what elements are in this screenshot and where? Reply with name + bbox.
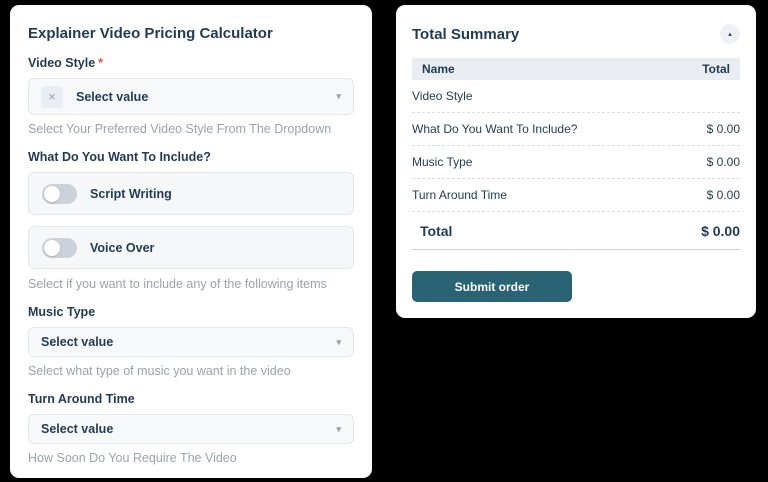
summary-card: Total Summary ▴ Name Total Video Style W… — [396, 5, 756, 318]
total-value: $ 0.00 — [701, 222, 740, 239]
row-total: $ 0.00 — [706, 155, 740, 169]
column-total: Total — [702, 62, 730, 76]
toggle-voice-over-label: Voice Over — [90, 240, 155, 255]
row-total: $ 0.00 — [706, 188, 740, 202]
row-name: Video Style — [412, 89, 473, 103]
turnaround-select-value: Select value — [41, 422, 114, 436]
chevron-down-icon: ▾ — [336, 423, 341, 434]
include-helper: Select if you want to include any of the… — [28, 277, 327, 291]
toggle-knob — [44, 185, 60, 202]
include-label: What Do You Want To Include? — [28, 150, 211, 164]
row-total: $ 0.00 — [706, 122, 740, 136]
required-asterisk: * — [98, 56, 104, 70]
summary-title: Total Summary — [412, 25, 520, 43]
table-row: Music Type $ 0.00 — [412, 146, 740, 179]
turnaround-helper: How Soon Do You Require The Video — [28, 451, 237, 465]
submit-order-button[interactable]: Submit order — [412, 271, 572, 302]
summary-table-header: Name Total — [412, 58, 740, 80]
toggle-script-writing-label: Script Writing — [90, 186, 172, 201]
video-style-select-value: Select value — [76, 89, 149, 104]
row-name: Music Type — [412, 155, 473, 169]
toggle-switch-off-icon[interactable] — [42, 183, 77, 204]
toggle-script-writing[interactable]: Script Writing — [28, 172, 354, 215]
turnaround-select[interactable]: Select value ▾ — [28, 414, 354, 444]
table-row: Video Style — [412, 80, 740, 113]
total-row: Total $ 0.00 — [412, 212, 740, 250]
calculator-card: Explainer Video Pricing Calculator Video… — [10, 5, 372, 478]
total-label: Total — [420, 222, 453, 239]
row-name: What Do You Want To Include? — [412, 122, 578, 136]
music-type-select-value: Select value — [41, 335, 114, 349]
video-style-helper: Select Your Preferred Video Style From T… — [28, 122, 332, 136]
turnaround-label: Turn Around Time — [28, 392, 135, 406]
clear-icon[interactable]: × — [41, 85, 63, 108]
toggle-knob — [44, 239, 60, 256]
column-name: Name — [422, 62, 455, 76]
toggle-voice-over[interactable]: Voice Over — [28, 226, 354, 269]
summary-header: Total Summary ▴ — [412, 24, 740, 44]
row-name: Turn Around Time — [412, 188, 507, 202]
music-type-select[interactable]: Select value ▾ — [28, 327, 354, 357]
table-row: Turn Around Time $ 0.00 — [412, 179, 740, 212]
music-type-label: Music Type — [28, 305, 96, 319]
collapse-button[interactable]: ▴ — [720, 24, 740, 44]
chevron-down-icon: ▾ — [336, 336, 341, 347]
video-style-label: Video Style * — [28, 56, 104, 70]
chevron-up-icon: ▴ — [728, 31, 732, 38]
chevron-down-icon: ▾ — [336, 91, 341, 101]
calculator-title: Explainer Video Pricing Calculator — [28, 25, 273, 42]
music-type-helper: Select what type of music you want in th… — [28, 364, 291, 378]
video-style-select[interactable]: × Select value ▾ — [28, 78, 354, 115]
table-row: What Do You Want To Include? $ 0.00 — [412, 113, 740, 146]
toggle-switch-off-icon[interactable] — [42, 237, 77, 258]
